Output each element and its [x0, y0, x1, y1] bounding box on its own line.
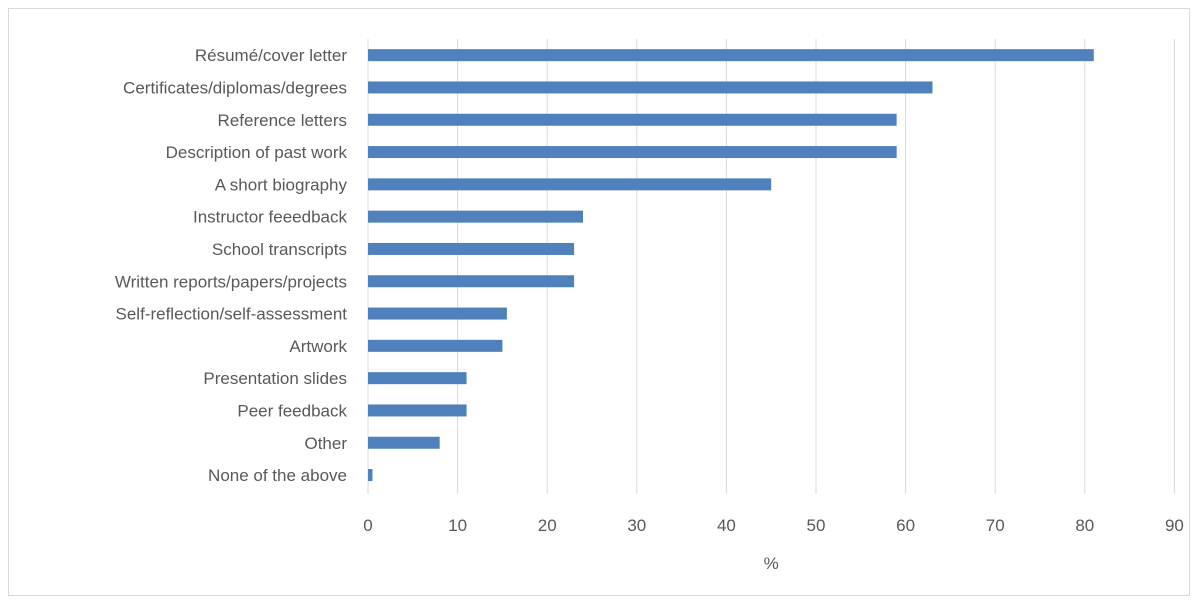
category-label: School transcripts [212, 240, 347, 259]
x-tick-labels: 0 10 20 30 40 50 60 70 80 90 [363, 516, 1184, 535]
x-tick-label: 70 [986, 516, 1005, 535]
bar [368, 242, 575, 255]
x-tick-label: 90 [1165, 516, 1184, 535]
x-axis-title: % [764, 554, 779, 573]
bar [368, 372, 467, 385]
x-tick-label: 50 [807, 516, 826, 535]
x-tick-label: 60 [896, 516, 915, 535]
category-label: Written reports/papers/projects [115, 272, 347, 291]
bar [368, 113, 897, 126]
category-label: Other [304, 434, 347, 453]
bar [368, 210, 584, 223]
bar [368, 146, 897, 159]
bar-chart: Résumé/cover letter Certificates/diplomas… [115, 39, 1184, 573]
x-tick-label: 20 [538, 516, 557, 535]
x-tick-label: 40 [717, 516, 736, 535]
category-label: Presentation slides [203, 369, 347, 388]
category-label: None of the above [208, 466, 347, 485]
bar [368, 307, 507, 320]
x-tick-label: 80 [1075, 516, 1094, 535]
x-tick-label: 30 [627, 516, 646, 535]
category-label: Peer feedback [237, 401, 347, 420]
bar [368, 339, 503, 352]
category-label: Instructor feeedback [193, 208, 348, 227]
category-label: Résumé/cover letter [195, 46, 347, 65]
bar [368, 81, 933, 94]
grid-lines [367, 39, 1175, 494]
bars [368, 49, 1094, 482]
category-label: Reference letters [218, 111, 347, 130]
category-label: Artwork [289, 337, 347, 356]
bar [368, 404, 467, 417]
chart-frame: Résumé/cover letter Certificates/diplomas… [8, 8, 1190, 596]
x-tick-label: 0 [363, 516, 372, 535]
bar [368, 49, 1094, 62]
bar [368, 469, 373, 482]
bar [368, 178, 772, 191]
category-label: Description of past work [166, 143, 348, 162]
category-label: Certificates/diplomas/degrees [123, 78, 347, 97]
bar [368, 436, 440, 449]
category-label: A short biography [215, 175, 348, 194]
bar [368, 275, 575, 288]
x-tick-label: 10 [448, 516, 467, 535]
category-labels: Résumé/cover letter Certificates/diplomas… [115, 46, 348, 485]
category-label: Self-reflection/self-assessment [116, 305, 348, 324]
